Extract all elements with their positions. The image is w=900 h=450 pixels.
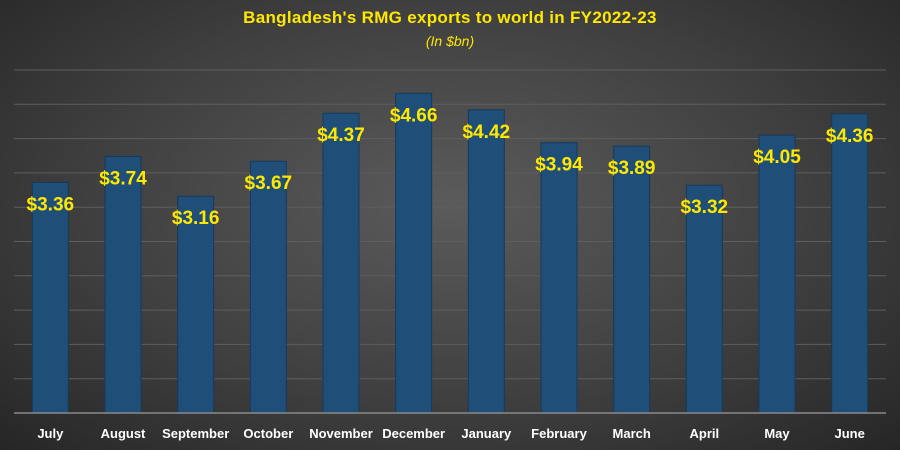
bar-january [467,109,505,414]
x-tick-october: October [243,426,293,441]
x-tick-june: June [834,426,864,441]
x-tick-july: July [37,426,64,441]
x-tick-december: December [382,426,445,441]
x-tick-february: February [531,426,587,441]
chart-subtitle: (In $bn) [425,33,475,49]
x-tick-may: May [764,426,790,441]
bar-march [613,145,651,414]
x-tick-labels: July August September October November Decemb… [37,426,865,441]
chart-title: Bangladesh's RMG exports to world in FY2… [243,8,657,27]
x-tick-january: January [461,426,512,441]
bar-february [540,142,578,414]
x-tick-september: September [162,426,229,441]
data-label-june: $4.36 [826,126,874,147]
x-tick-april: April [690,426,720,441]
bar-october [249,160,287,414]
bar-august [104,155,142,414]
data-label-november: $4.37 [317,125,365,146]
data-label-july: $3.36 [27,195,75,216]
data-labels: $3.36 $3.74 $3.16 $3.67 $4.37 $4.66 $4.42 $3.94… [27,105,874,229]
bar-july [31,182,69,414]
bar-april [685,184,723,414]
gridlines [14,69,886,380]
x-tick-march: March [613,426,651,441]
data-label-december: $4.66 [390,105,438,126]
x-tick-november: November [309,426,373,441]
data-label-january: $4.42 [463,122,511,143]
bar-november [322,112,360,414]
data-label-april: $3.32 [681,197,729,218]
bars [31,92,869,414]
data-label-august: $3.74 [99,168,147,189]
x-tick-august: August [101,426,146,441]
data-label-march: $3.89 [608,158,656,179]
data-label-october: $3.67 [245,173,293,194]
data-label-may: $4.05 [753,147,801,168]
data-label-september: $3.16 [172,208,220,229]
data-label-february: $3.94 [535,155,583,176]
bar-june [831,113,869,414]
bar-december [395,92,433,414]
bar-may [758,134,796,414]
